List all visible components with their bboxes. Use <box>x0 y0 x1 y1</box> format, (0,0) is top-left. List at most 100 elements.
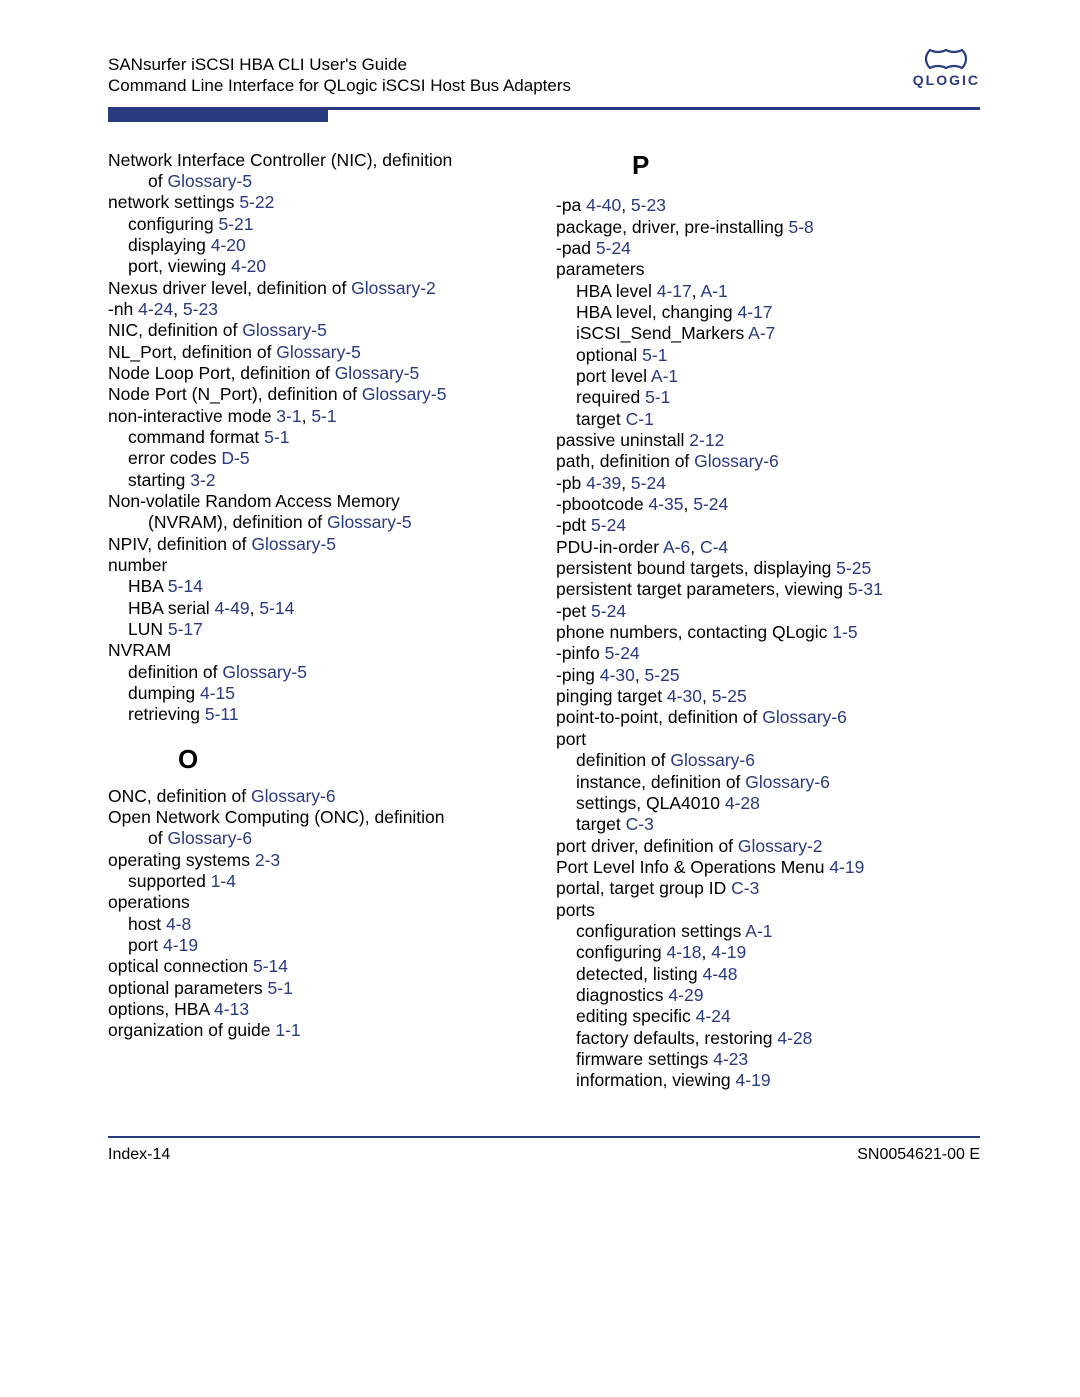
index-page-ref[interactable]: 4-19 <box>711 942 746 962</box>
index-page-ref[interactable]: A-1 <box>651 366 678 386</box>
index-page-ref[interactable]: 4-28 <box>777 1028 812 1048</box>
index-page-ref[interactable]: 5-14 <box>168 576 203 596</box>
index-page-ref[interactable]: Glossary-6 <box>670 750 755 770</box>
index-page-ref[interactable]: 4-48 <box>702 964 737 984</box>
index-page-ref[interactable]: 4-30 <box>667 686 702 706</box>
index-entry: passive uninstall 2-12 <box>556 430 980 451</box>
index-page-ref[interactable]: 4-17 <box>738 302 773 322</box>
index-page-ref[interactable]: A-6 <box>663 537 690 557</box>
index-entry-text: Network Interface Controller (NIC), defi… <box>108 150 452 170</box>
index-page-ref[interactable]: 5-25 <box>645 665 680 685</box>
index-left-column: Network Interface Controller (NIC), defi… <box>108 150 532 1092</box>
index-page-ref[interactable]: 5-24 <box>591 601 626 621</box>
index-page-ref[interactable]: Glossary-5 <box>222 662 307 682</box>
index-page-ref[interactable]: 3-2 <box>190 470 215 490</box>
index-page-ref[interactable]: 5-17 <box>168 619 203 639</box>
index-page-ref[interactable]: 4-15 <box>200 683 235 703</box>
index-page-ref[interactable]: 5-23 <box>183 299 218 319</box>
index-page-ref[interactable]: 4-24 <box>696 1006 731 1026</box>
index-page-ref[interactable]: 5-8 <box>788 217 813 237</box>
index-page-ref[interactable]: 2-12 <box>689 430 724 450</box>
index-page-ref[interactable]: Glossary-5 <box>335 363 420 383</box>
index-page-ref[interactable]: A-1 <box>745 921 772 941</box>
index-page-ref[interactable]: Glossary-6 <box>762 707 847 727</box>
index-page-ref[interactable]: Glossary-6 <box>251 786 336 806</box>
index-page-ref[interactable]: Glossary-6 <box>694 451 779 471</box>
index-page-ref[interactable]: 5-21 <box>218 214 253 234</box>
index-page-ref[interactable]: 4-20 <box>231 256 266 276</box>
index-page-ref[interactable]: Glossary-5 <box>167 171 252 191</box>
index-page-ref[interactable]: 5-22 <box>239 192 274 212</box>
index-page-ref[interactable]: 4-29 <box>668 985 703 1005</box>
index-page-ref[interactable]: 4-19 <box>829 857 864 877</box>
index-page-ref[interactable]: 4-40 <box>586 195 621 215</box>
index-page-ref[interactable]: Glossary-6 <box>167 828 252 848</box>
index-page-ref[interactable]: 4-19 <box>163 935 198 955</box>
index-page-ref[interactable]: A-1 <box>701 281 728 301</box>
index-entry-text: (NVRAM), definition of <box>148 512 327 532</box>
index-page-ref[interactable]: 5-24 <box>605 643 640 663</box>
index-page-ref[interactable]: 5-24 <box>591 515 626 535</box>
index-page-ref[interactable]: 2-3 <box>255 850 280 870</box>
index-entry-text: HBA level <box>576 281 657 301</box>
index-page-ref[interactable]: A-7 <box>748 323 775 343</box>
index-page-ref[interactable]: Glossary-5 <box>242 320 327 340</box>
index-page-ref[interactable]: 5-23 <box>631 195 666 215</box>
index-page-ref[interactable]: Glossary-5 <box>276 342 361 362</box>
index-entry: HBA level 4-17, A-1 <box>556 281 980 302</box>
index-page-ref[interactable]: 4-20 <box>211 235 246 255</box>
index-entry: displaying 4-20 <box>108 235 532 256</box>
index-page-ref[interactable]: Glossary-2 <box>351 278 436 298</box>
index-page-ref[interactable]: 4-19 <box>736 1070 771 1090</box>
index-page-ref[interactable]: 5-14 <box>259 598 294 618</box>
index-page-ref[interactable]: C-4 <box>700 537 728 557</box>
index-page-ref[interactable]: 5-11 <box>205 704 239 724</box>
index-page-ref[interactable]: D-5 <box>221 448 249 468</box>
index-entry-text: information, viewing <box>576 1070 736 1090</box>
index-page-ref[interactable]: 5-24 <box>693 494 728 514</box>
index-page-ref[interactable]: C-3 <box>626 814 654 834</box>
index-page-ref[interactable]: 5-1 <box>311 406 336 426</box>
index-page-ref[interactable]: 4-28 <box>725 793 760 813</box>
index-page-ref[interactable]: 4-18 <box>666 942 701 962</box>
index-page-ref[interactable]: 5-1 <box>645 387 670 407</box>
index-page-ref[interactable]: 4-8 <box>166 914 191 934</box>
index-entry-text: editing specific <box>576 1006 696 1026</box>
index-page-ref[interactable]: 5-24 <box>631 473 666 493</box>
page-header: SANsurfer iSCSI HBA CLI User's Guide Com… <box>108 54 980 97</box>
index-page-ref[interactable]: Glossary-5 <box>251 534 336 554</box>
index-entry-text: NL_Port, definition of <box>108 342 276 362</box>
index-page-ref[interactable]: 5-1 <box>268 978 293 998</box>
index-page-ref[interactable]: Glossary-5 <box>362 384 447 404</box>
index-page-ref[interactable]: 5-24 <box>596 238 631 258</box>
index-page-ref[interactable]: 4-13 <box>214 999 249 1019</box>
index-page-ref[interactable]: 1-5 <box>832 622 857 642</box>
index-page-ref[interactable]: 4-39 <box>586 473 621 493</box>
index-entry-text: number <box>108 555 167 575</box>
index-page-ref[interactable]: 4-49 <box>215 598 250 618</box>
index-page-ref[interactable]: 5-14 <box>253 956 288 976</box>
index-page-ref[interactable]: 5-25 <box>712 686 747 706</box>
index-page-ref[interactable]: 1-4 <box>211 871 236 891</box>
index-page-ref[interactable]: Glossary-6 <box>745 772 830 792</box>
index-page-ref[interactable]: 1-1 <box>275 1020 300 1040</box>
index-entry: path, definition of Glossary-6 <box>556 451 980 472</box>
index-page-ref[interactable]: 4-30 <box>600 665 635 685</box>
index-page-ref[interactable]: 4-23 <box>713 1049 748 1069</box>
index-page-ref[interactable]: 3-1 <box>276 406 301 426</box>
index-page-ref[interactable]: C-1 <box>626 409 654 429</box>
index-page-ref[interactable]: 5-31 <box>848 579 883 599</box>
index-entry-text: Nexus driver level, definition of <box>108 278 351 298</box>
index-entry-text: instance, definition of <box>576 772 745 792</box>
index-entry-text: of <box>148 171 167 191</box>
index-page-ref[interactable]: 4-24 <box>138 299 173 319</box>
index-entry: HBA 5-14 <box>108 576 532 597</box>
index-page-ref[interactable]: Glossary-5 <box>327 512 412 532</box>
index-page-ref[interactable]: 4-35 <box>648 494 683 514</box>
index-page-ref[interactable]: 5-1 <box>642 345 667 365</box>
index-page-ref[interactable]: 5-25 <box>836 558 871 578</box>
index-page-ref[interactable]: 4-17 <box>657 281 692 301</box>
index-page-ref[interactable]: 5-1 <box>264 427 289 447</box>
index-page-ref[interactable]: Glossary-2 <box>738 836 823 856</box>
index-page-ref[interactable]: C-3 <box>731 878 759 898</box>
